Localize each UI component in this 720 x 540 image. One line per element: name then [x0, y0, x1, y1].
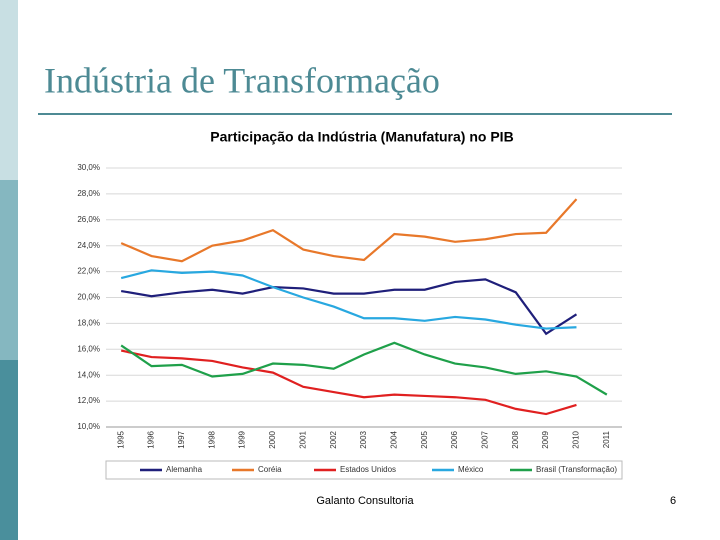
x-tick-label: 2002	[329, 430, 338, 448]
x-tick-label: 1996	[147, 430, 156, 448]
y-tick-label: 22,0%	[77, 267, 100, 276]
x-tick-label: 1995	[116, 430, 125, 448]
legend-label: Coréia	[258, 465, 282, 474]
x-tick-label: 2011	[602, 430, 611, 448]
y-tick-label: 24,0%	[77, 241, 100, 250]
y-tick-label: 12,0%	[77, 396, 100, 405]
footer: Galanto Consultoria	[316, 495, 414, 507]
series-line	[120, 269, 577, 330]
x-tick-label: 1997	[177, 430, 186, 448]
x-tick-label: 1998	[207, 430, 216, 448]
x-tick-label: 2006	[450, 430, 459, 448]
chart-title: Participação da Indústria (Manufatura) n…	[210, 129, 513, 145]
y-tick-label: 30,0%	[77, 163, 100, 172]
x-tick-label: 2007	[481, 430, 490, 448]
x-tick-label: 2000	[268, 430, 277, 448]
x-tick-label: 2004	[389, 430, 398, 448]
series-line	[120, 349, 577, 416]
x-tick-label: 2009	[541, 430, 550, 448]
x-tick-label: 1999	[238, 430, 247, 448]
slide-title: Indústria de Transformação	[44, 60, 440, 100]
y-tick-label: 14,0%	[77, 370, 100, 379]
legend-box	[105, 460, 623, 480]
side-bar	[0, 360, 18, 540]
y-tick-label: 10,0%	[77, 422, 100, 431]
x-tick-label: 2001	[298, 430, 307, 448]
x-tick-label: 2010	[572, 430, 581, 448]
y-tick-label: 28,0%	[77, 189, 100, 198]
y-tick-label: 26,0%	[77, 215, 100, 224]
x-tick-label: 2008	[511, 430, 520, 448]
y-tick-label: 18,0%	[77, 319, 100, 328]
series-line	[120, 278, 578, 336]
page-number: 6	[670, 495, 676, 507]
x-tick-label: 2003	[359, 430, 368, 448]
x-tick-label: 2005	[420, 430, 429, 448]
legend-label: Estados Unidos	[340, 465, 396, 474]
side-bar	[0, 0, 18, 180]
legend-label: México	[458, 465, 484, 474]
legend-label: Alemanha	[166, 465, 203, 474]
series-line	[120, 198, 578, 263]
legend-label: Brasil (Transformação)	[536, 465, 617, 474]
y-tick-label: 20,0%	[77, 293, 100, 302]
side-bar	[0, 180, 18, 360]
y-tick-label: 16,0%	[77, 344, 100, 353]
series-line	[120, 341, 608, 396]
